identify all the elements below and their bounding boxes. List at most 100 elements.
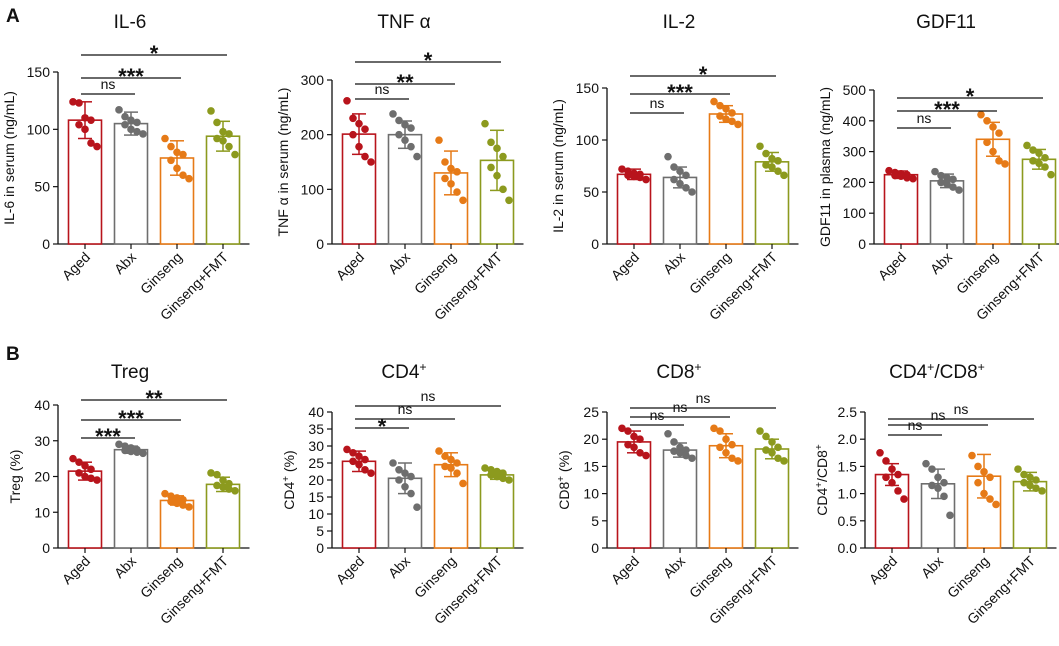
y-tick-label: 15 [308,489,324,505]
y-tick-label: 300 [301,72,325,88]
data-point [940,478,948,487]
data-point [115,440,123,449]
data-point [1038,487,1046,495]
data-point [487,138,495,147]
data-point [343,445,351,454]
chart-3: GDF11 0 100 200 300 400 500 GDF11 in plasma (ng… [817,12,1059,323]
significance-label: * [424,48,433,73]
data-point [934,473,942,482]
y-tick-label: 1.5 [838,458,858,474]
data-point [1035,159,1043,168]
data-point [728,117,736,126]
data-point [722,115,730,123]
data-point [87,139,95,147]
x-tick-label: Abx [660,249,688,277]
data-point [213,134,221,143]
data-point [624,440,632,449]
data-point [986,473,994,482]
data-point [173,494,181,502]
data-point [87,116,95,124]
data-point [361,455,369,464]
bar-abx [113,122,149,245]
y-tick-label: 0.5 [838,513,858,529]
data-point [636,449,644,457]
title-part: + [978,360,985,374]
significance-label: ns [954,401,969,417]
data-point [682,446,690,454]
y-tick-label: 0 [591,236,599,252]
data-point [395,130,403,139]
significance-label: ns [398,401,413,417]
ylabel-part: CD4 [281,481,297,509]
x-tick-label: Abx [111,249,139,277]
y-axis-label: Treg (%) [7,450,23,504]
data-point [664,152,672,161]
data-point [642,451,650,460]
data-point [407,472,415,481]
data-point [75,458,83,467]
data-point [435,447,443,455]
data-point [349,130,357,139]
data-point [493,144,501,153]
significance-label: ns [931,407,946,423]
significance-label: ns [101,76,116,92]
data-point [618,424,626,433]
data-point [1020,478,1028,487]
data-point [768,449,776,457]
title-part: CD4 [889,362,927,383]
data-point [710,97,718,106]
data-point [441,452,449,461]
data-point [774,454,782,463]
data-point [355,142,363,151]
chart-1: TNF α 0 100 200 300 TNF α in serum (ng/mL) Age… [275,12,524,323]
data-point [909,174,917,183]
data-point [81,125,89,134]
data-point [121,120,129,129]
y-tick-label: 2.5 [838,404,858,420]
y-tick-label: 0 [316,236,324,252]
x-tick-label: Aged [333,553,367,587]
y-axis-label: CD4+/CD8+ [814,444,831,516]
y-tick-label: 40 [308,404,324,420]
significance-label: ns [696,390,711,406]
data-point [81,114,89,122]
data-point [115,106,123,114]
data-point [888,465,896,473]
data-point [928,465,936,473]
data-point [1029,157,1037,165]
y-tick-label: 200 [843,174,867,190]
y-tick-label: 150 [27,64,51,80]
data-point [734,457,742,465]
data-point [75,120,83,129]
ylabel-superscript: + [281,476,292,482]
data-point [459,196,467,205]
ylabel-suffix: (%) [556,450,572,476]
data-point [670,447,678,455]
data-point [636,435,644,444]
data-point [682,451,690,460]
bar-ginseng [708,113,744,245]
significance-label: * [378,414,387,439]
data-point [722,105,730,113]
data-point [774,157,782,165]
data-point [974,462,982,471]
data-point [937,178,945,187]
data-point [710,424,718,433]
bar-aged [616,441,652,549]
data-point [173,499,181,508]
y-tick-label: 0 [42,236,50,252]
y-tick-label: 5 [591,513,599,529]
data-point [762,446,770,454]
data-point [1035,149,1043,157]
data-point [179,501,187,509]
data-point [173,164,181,173]
data-point [81,461,89,470]
data-point [453,469,461,478]
data-point [756,142,764,151]
data-point [946,511,954,520]
data-point [1026,481,1034,490]
chart-title: CD4+ [381,360,426,383]
y-tick-label: 400 [843,113,867,129]
data-point [447,464,455,472]
